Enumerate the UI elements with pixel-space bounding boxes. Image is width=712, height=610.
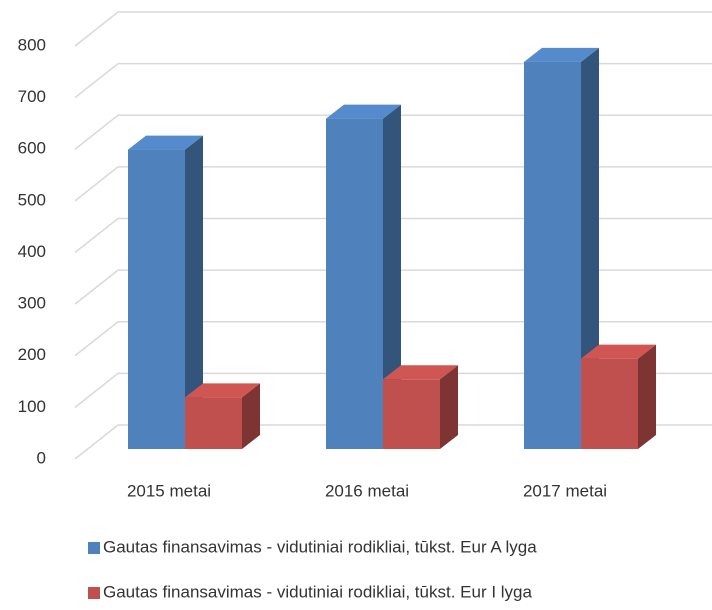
bar-top [581,344,656,359]
grid-line [74,269,712,305]
bar [128,135,203,449]
bar-front [383,379,440,449]
bar [581,344,656,449]
x-tick-label: 2017 metai [523,481,607,500]
bar-side [185,135,203,449]
bar-front [524,61,581,449]
bar [383,365,458,449]
grid-line [74,321,712,357]
y-tick-label: 400 [18,242,46,261]
legend-label: Gautas finansavimas - vidutiniai rodikli… [103,537,537,556]
y-tick-label: 200 [18,345,46,364]
grid-line [74,11,712,47]
bar-side [638,344,656,449]
x-tick-label: 2015 metai [127,481,211,500]
bar-front [185,397,242,449]
bar-side [383,104,401,449]
y-tick-label: 0 [37,448,46,467]
grid-line [74,166,712,202]
y-tick-label: 800 [18,35,46,54]
bar-side [440,365,458,449]
grid-line [74,424,712,460]
legend-swatch [88,587,100,599]
grid-line [74,114,712,150]
y-tick-label: 600 [18,139,46,158]
bar-top [524,47,599,62]
grid-line [74,62,712,99]
bar-top [326,104,401,119]
y-tick-label: 700 [18,87,46,106]
bar [185,383,260,449]
bar [326,104,401,449]
y-tick-label: 500 [18,190,46,209]
bar-top [383,365,458,380]
bar-front [581,358,638,449]
bar-front [326,118,383,449]
bar-top [128,135,203,150]
legend-label: Gautas finansavimas - vidutiniai rodikli… [103,582,533,601]
grid-line [74,372,712,408]
legend-swatch [88,542,100,554]
y-tick-label: 300 [18,294,46,313]
grid-line [74,217,712,254]
y-tick-label: 100 [18,397,46,416]
bar-top [185,383,260,398]
x-tick-label: 2016 metai [325,481,409,500]
bar-front [128,149,185,449]
bar-side [242,383,260,449]
